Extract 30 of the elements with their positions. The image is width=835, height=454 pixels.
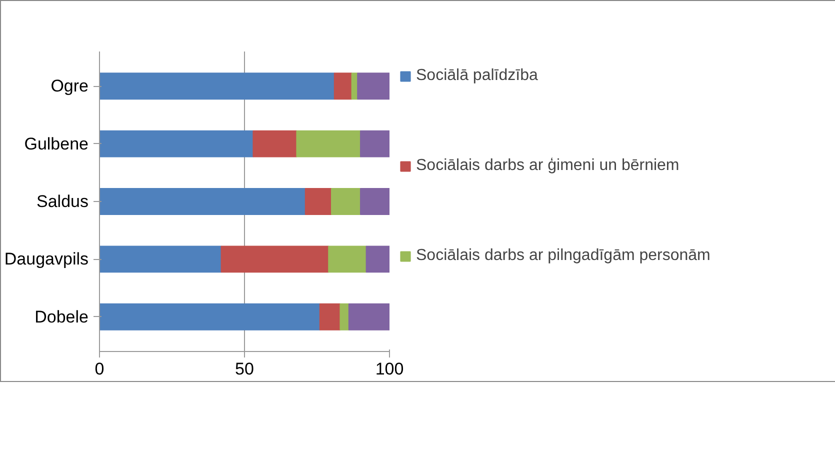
y-tick-label: Ogre xyxy=(50,76,89,96)
bar xyxy=(319,303,341,330)
bar xyxy=(334,72,352,100)
bar xyxy=(220,246,330,273)
legend-label: Sociālais darbs ar ģimeni un bērniem xyxy=(416,156,680,176)
legend-label: Sociālais darbs ar pilngadīgām personām xyxy=(416,246,712,266)
bar xyxy=(252,130,298,158)
bar xyxy=(100,303,320,330)
y-tick-label: Daugavpils xyxy=(4,250,89,269)
bar xyxy=(328,246,367,273)
bar xyxy=(366,246,390,273)
x-tick-label: 0 xyxy=(94,360,104,378)
bar xyxy=(100,246,222,273)
bar xyxy=(360,188,390,215)
bar xyxy=(357,72,390,100)
bar xyxy=(340,303,350,330)
bar xyxy=(348,303,390,330)
bar xyxy=(296,130,361,158)
x-tick-label: 50 xyxy=(235,360,254,378)
y-tick-label: Gulbene xyxy=(24,134,89,154)
bar xyxy=(100,130,254,158)
bar xyxy=(100,72,335,100)
x-tick-label: 100 xyxy=(375,360,404,378)
bar xyxy=(304,188,332,215)
legend-label: Sociālā palīdzība xyxy=(416,66,539,86)
bar xyxy=(331,188,361,215)
bar xyxy=(100,188,306,215)
bar xyxy=(360,130,390,158)
y-tick-label: Dobele xyxy=(34,307,89,326)
y-tick-label: Saldus xyxy=(36,192,89,211)
